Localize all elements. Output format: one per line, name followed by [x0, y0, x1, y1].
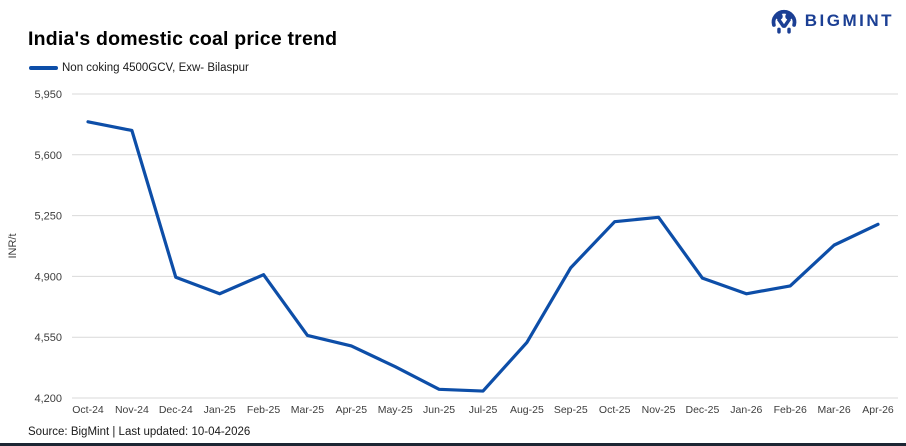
y-axis-label: INR/t — [7, 233, 19, 258]
x-tick-label: Dec-25 — [686, 404, 720, 416]
bottom-accent-bar — [0, 443, 906, 446]
page-title: India's domestic coal price trend — [28, 28, 338, 50]
x-tick-label: Feb-26 — [774, 404, 807, 416]
chart-legend: Non coking 4500GCV, Exw- Bilaspur — [29, 62, 249, 74]
bigmint-logo-icon — [771, 9, 797, 34]
x-tick-label: Jan-25 — [204, 404, 236, 416]
bigmint-logo: BIGMINT — [769, 6, 894, 35]
x-tick-label: Feb-25 — [247, 404, 280, 416]
line-chart-svg: INR/t 4,200 4,550 4,900 5,250 5,600 5,950 Oct-… — [7, 89, 898, 416]
y-tick-label: 4,900 — [34, 271, 62, 283]
x-tick-label: Mar-25 — [291, 404, 324, 416]
x-tick-label: Aug-25 — [510, 404, 544, 416]
brand-name: BIGMINT — [804, 10, 894, 30]
y-tick-label: 4,200 — [34, 393, 62, 405]
x-tick-label: Jul-25 — [469, 404, 498, 416]
x-tick-label: Jun-25 — [423, 404, 455, 416]
legend-series-label: Non coking 4500GCV, Exw- Bilaspur — [62, 62, 249, 74]
x-tick-label: Sep-25 — [554, 404, 588, 416]
x-tick-label: Oct-25 — [599, 404, 631, 416]
price-trend-chart: INR/t 4,200 4,550 4,900 5,250 5,600 5,950 Oct-… — [0, 85, 906, 420]
x-tick-label: Oct-24 — [72, 404, 104, 416]
x-tick-label: Nov-24 — [115, 404, 149, 416]
x-tick-label: Apr-25 — [336, 404, 368, 416]
y-tick-label: 5,950 — [34, 89, 62, 101]
legend-line-swatch — [29, 66, 58, 70]
x-tick-label: Dec-24 — [159, 404, 193, 416]
x-tick-label: Jan-26 — [730, 404, 762, 416]
x-tick-label: Apr-26 — [862, 404, 894, 416]
y-tick-label: 5,250 — [34, 211, 62, 223]
y-tick-label: 4,550 — [34, 332, 62, 344]
x-tick-label: Mar-26 — [817, 404, 850, 416]
y-tick-label: 5,600 — [34, 150, 62, 162]
x-tick-label: Nov-25 — [642, 404, 676, 416]
x-tick-label: May-25 — [378, 404, 413, 416]
source-note: Source: BigMint | Last updated: 10-04-20… — [28, 426, 251, 438]
price-line-series — [86, 120, 880, 393]
